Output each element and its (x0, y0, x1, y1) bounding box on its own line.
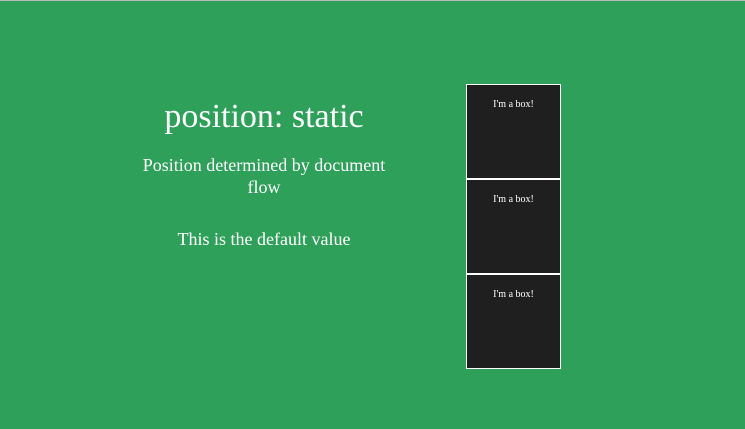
description-text: Position determined by document flow (142, 155, 386, 197)
box-3: I'm a box! (466, 274, 561, 369)
default-value-note: This is the default value (177, 229, 351, 249)
box-1: I'm a box! (466, 84, 561, 179)
box-label: I'm a box! (493, 99, 534, 110)
page-title: position: static (164, 98, 364, 135)
box-label: I'm a box! (493, 194, 534, 205)
box-label: I'm a box! (493, 289, 534, 300)
top-divider (0, 0, 745, 1)
text-column: position: static Position determined by … (132, 96, 396, 250)
box-2: I'm a box! (466, 179, 561, 274)
box-stack: I'm a box! I'm a box! I'm a box! (466, 84, 561, 369)
